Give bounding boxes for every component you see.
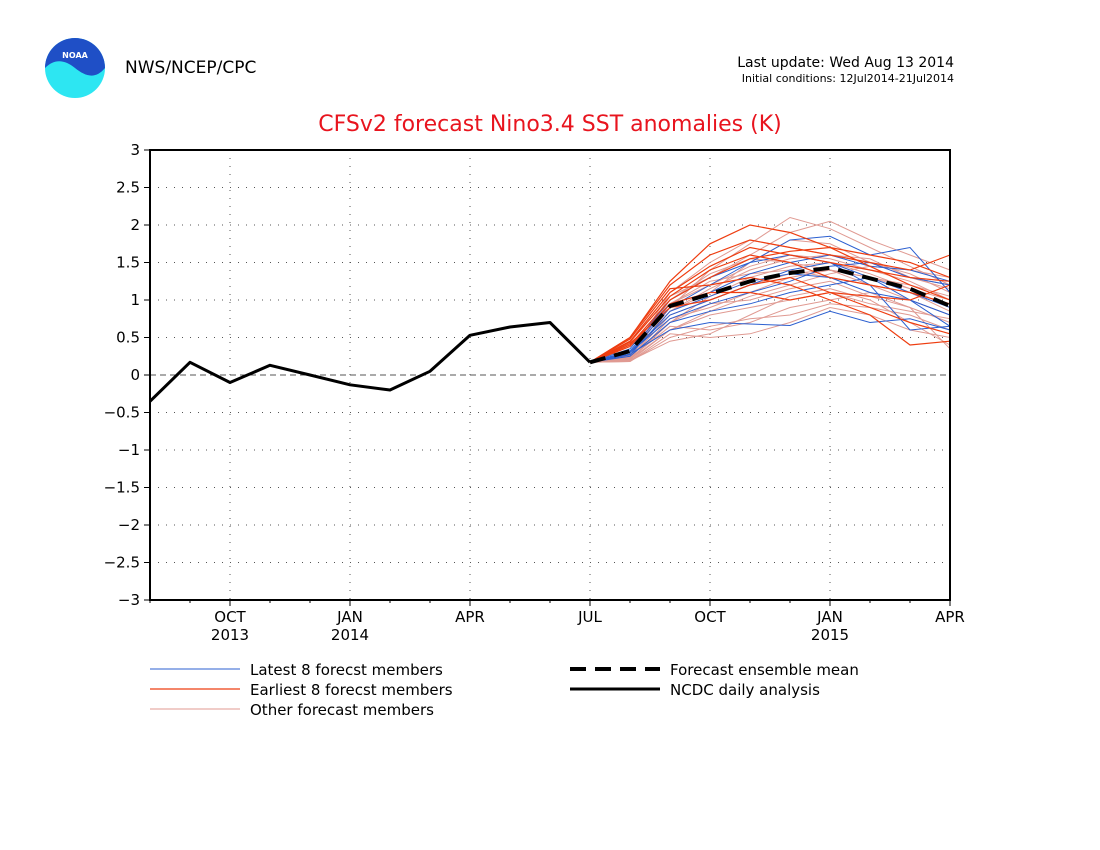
- x-tick-label: JUL: [577, 608, 602, 626]
- y-axis: −3 −2.5 −2 −1.5 −1 −0.5 0 0.5 1 1.5 2 2.5 3: [104, 141, 150, 609]
- y-tick-label: 0: [130, 366, 140, 384]
- x-tick-label: APR: [455, 608, 485, 626]
- legend-label-analysis: NCDC daily analysis: [670, 681, 820, 699]
- agency-label: NWS/NCEP/CPC: [125, 58, 257, 78]
- y-tick-label: 1.5: [116, 254, 140, 272]
- x-tick-year-label: 2015: [811, 626, 849, 644]
- x-tick-year-label: 2013: [211, 626, 249, 644]
- earliest-member-line: [589, 254, 951, 363]
- x-tick-label: OCT: [694, 608, 726, 626]
- plot-frame: [149, 149, 951, 601]
- y-tick-label: −1.5: [104, 479, 140, 497]
- other-member-line: [589, 288, 951, 363]
- y-tick-label: −2.5: [104, 554, 140, 572]
- y-tick-label: −1: [118, 441, 140, 459]
- earliest-member-line: [589, 246, 951, 363]
- legend: Latest 8 forecst members Earliest 8 forec…: [150, 661, 859, 719]
- legend-label-other: Other forecast members: [250, 701, 434, 719]
- y-tick-label: 2: [130, 216, 140, 234]
- plot-grid: [150, 150, 950, 600]
- ensemble-mean-line: [589, 265, 951, 365]
- x-tick-label: OCT: [214, 608, 246, 626]
- y-tick-label: 1: [130, 291, 140, 309]
- x-tick-year-label: 2014: [331, 626, 369, 644]
- earliest-member-line: [589, 224, 951, 363]
- initial-conditions-label: Initial conditions: 12Jul2014-21Jul2014: [741, 72, 954, 85]
- logo-text: NOAA: [62, 51, 88, 60]
- legend-label-latest: Latest 8 forecst members: [250, 661, 443, 679]
- earliest-member-line: [589, 239, 951, 363]
- logo-wave: [45, 38, 105, 76]
- last-update-label: Last update: Wed Aug 13 2014: [737, 55, 954, 71]
- legend-label-mean: Forecast ensemble mean: [670, 661, 859, 679]
- y-tick-label: −2: [118, 516, 140, 534]
- series-group: [148, 216, 951, 403]
- y-tick-label: −0.5: [104, 404, 140, 422]
- x-tick-label: APR: [935, 608, 965, 626]
- x-tick-label: JAN: [336, 608, 363, 626]
- latest-member-line: [589, 254, 951, 363]
- y-tick-label: 2.5: [116, 179, 140, 197]
- y-tick-label: 3: [130, 141, 140, 159]
- y-tick-label: −3: [118, 591, 140, 609]
- analysis-line: [148, 321, 592, 403]
- latest-member-line: [589, 310, 951, 363]
- legend-label-earliest: Earliest 8 forecst members: [250, 681, 453, 699]
- x-tick-label: JAN: [816, 608, 843, 626]
- noaa-logo: NOAA: [45, 38, 105, 98]
- chart-title: CFSv2 forecast Nino3.4 SST anomalies (K): [318, 112, 782, 137]
- latest-member-line: [589, 261, 951, 363]
- other-member-line: [589, 306, 951, 363]
- earliest-member-line: [589, 246, 951, 363]
- y-tick-label: 0.5: [116, 329, 140, 347]
- earliest-member-line: [589, 284, 951, 363]
